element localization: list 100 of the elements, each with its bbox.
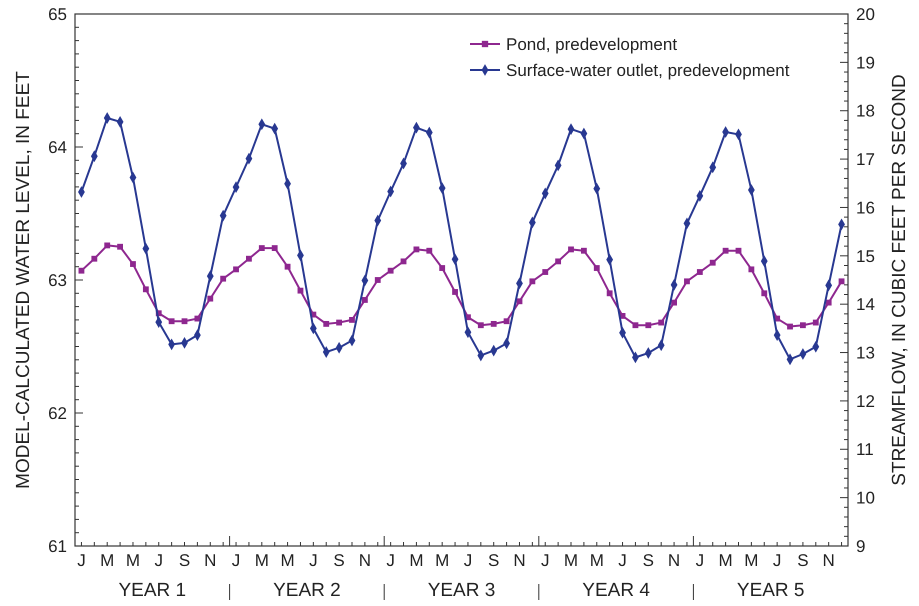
point: [800, 322, 806, 328]
point: [632, 322, 638, 328]
point: [838, 278, 844, 284]
x-tick-label: N: [668, 551, 680, 570]
point: [413, 246, 420, 252]
y-tick-label: 61: [48, 536, 67, 556]
y2-tick-label: 9: [856, 536, 866, 556]
x-tick-label: M: [280, 551, 295, 570]
point: [194, 316, 200, 322]
point: [182, 318, 188, 324]
x-tick-label: N: [822, 551, 835, 570]
text: YEAR 3: [428, 580, 496, 601]
y2-tick-label: 17: [856, 150, 875, 170]
text: YEAR 4: [582, 580, 650, 601]
point: [812, 320, 819, 326]
y2-tick-label: 20: [856, 4, 875, 24]
y-axis-title: MODEL-CALCULATED WATER LEVEL, IN FEET: [13, 70, 34, 489]
point: [504, 318, 510, 324]
y2-tick-label: 11: [856, 440, 874, 460]
x-tick-label: M: [126, 551, 140, 570]
point: [671, 300, 677, 306]
x-tick-label: M: [254, 551, 269, 570]
y2-tick-label: 19: [856, 53, 875, 72]
x-tick-label: J: [772, 551, 782, 570]
point: [233, 266, 239, 272]
x-tick-label: M: [409, 551, 424, 570]
point: [736, 248, 742, 254]
y2-tick-label: 12: [856, 392, 875, 411]
x-tick-label: J: [309, 551, 318, 570]
x-tick-label: M: [435, 551, 450, 570]
point: [207, 296, 214, 302]
x-tick-label: M: [744, 551, 758, 570]
text: YEAR 5: [736, 580, 804, 601]
point: [696, 269, 703, 275]
y2-tick-label: 16: [856, 198, 875, 218]
y2-tick-label: 13: [856, 343, 875, 362]
text: YEAR 2: [273, 580, 341, 601]
y-tick-label: 63: [48, 270, 67, 290]
point: [439, 265, 446, 271]
point: [220, 276, 226, 282]
point: [246, 256, 252, 262]
point: [555, 258, 562, 264]
point: [349, 316, 355, 323]
x-tick-label: S: [333, 551, 345, 570]
point: [400, 258, 406, 264]
y-tick-label: 62: [48, 404, 67, 423]
point: [826, 300, 832, 306]
point: [606, 290, 613, 296]
point: [323, 320, 330, 327]
point: [580, 248, 587, 254]
y2-axis-title: STREAMFLOW, IN CUBIC FEET PER SECOND: [889, 74, 910, 486]
point: [658, 320, 664, 326]
point: [722, 248, 729, 254]
point: [78, 268, 84, 274]
x-tick-label: J: [386, 551, 395, 570]
point: [542, 269, 548, 275]
point: [142, 286, 149, 292]
x-tick-label: M: [718, 551, 733, 570]
x-tick-label: J: [232, 551, 240, 570]
legend-label: Surface-water outlet, predevelopment: [506, 60, 790, 80]
x-tick-label: M: [100, 551, 114, 570]
x-tick-label: N: [513, 551, 526, 570]
x-tick-label: J: [77, 551, 86, 570]
point: [490, 320, 497, 327]
point: [284, 264, 290, 270]
point: [362, 297, 368, 303]
legend-label: Pond, predevelopment: [506, 34, 678, 54]
y-tick-label: 65: [48, 4, 67, 24]
y2-tick-label: 18: [856, 102, 875, 121]
x-tick-label: S: [488, 551, 500, 570]
x-tick-label: J: [540, 551, 550, 570]
point: [374, 277, 381, 283]
x-tick-label: M: [564, 551, 578, 570]
text: YEAR 1: [118, 580, 186, 601]
point: [516, 298, 522, 304]
y2-tick-label: 14: [856, 295, 875, 314]
x-tick-label: N: [358, 551, 372, 570]
point: [787, 324, 793, 330]
point: [130, 261, 136, 267]
point: [104, 242, 110, 248]
point: [568, 246, 574, 252]
x-tick-label: S: [178, 551, 190, 570]
y-tick-label: 64: [48, 138, 67, 157]
point: [168, 318, 175, 324]
x-tick-label: J: [154, 551, 163, 570]
x-tick-label: J: [618, 551, 627, 570]
point: [272, 245, 278, 251]
point: [452, 289, 458, 295]
x-tick-label: J: [696, 551, 704, 570]
x-tick-label: S: [642, 551, 654, 570]
point: [388, 268, 394, 274]
point: [258, 245, 265, 251]
point: [298, 288, 304, 294]
x-tick-label: J: [464, 551, 472, 570]
y2-tick-label: 10: [856, 488, 875, 508]
point: [594, 265, 600, 271]
point: [336, 320, 342, 326]
y2-tick-label: 15: [856, 246, 875, 266]
x-tick-label: S: [797, 551, 809, 570]
point: [684, 278, 690, 284]
